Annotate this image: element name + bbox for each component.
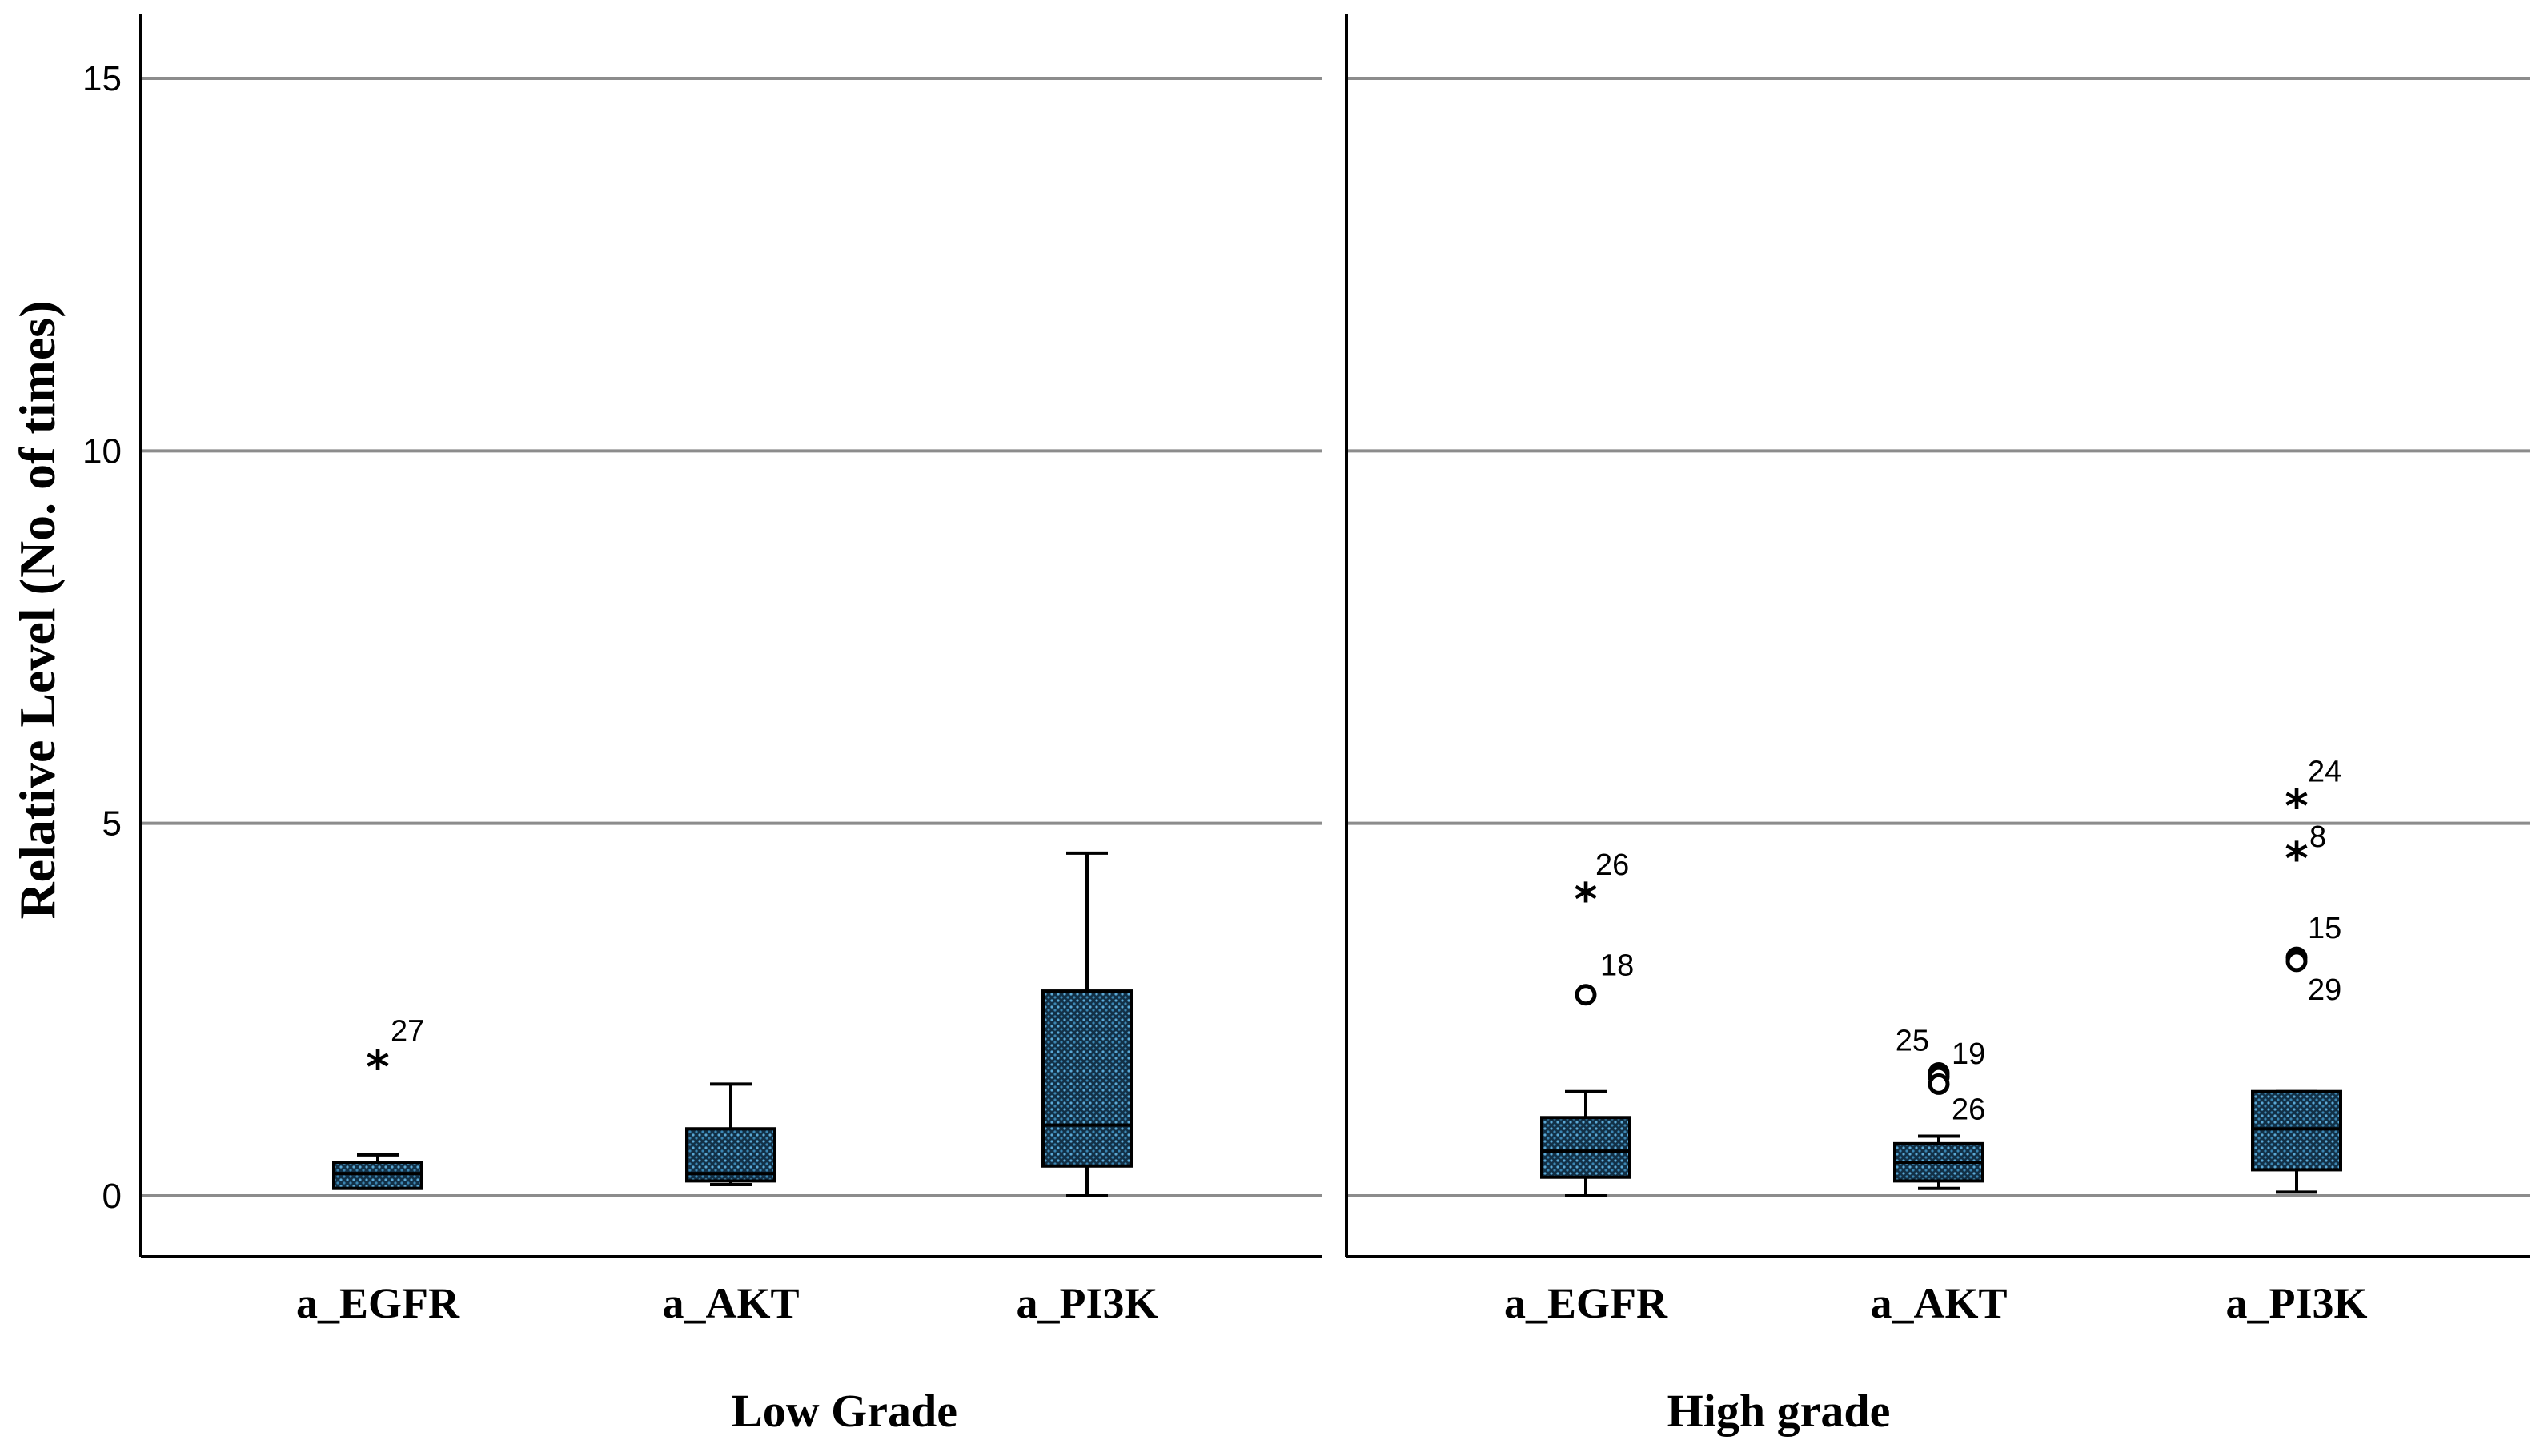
iqr-box [1041, 989, 1133, 1168]
x-category-label: a_AKT [662, 1279, 799, 1327]
box-a_EGFR-panel1: *27 [332, 1014, 424, 1190]
outlier-label: 18 [1600, 949, 1634, 983]
outlier-label: 8 [2309, 820, 2326, 854]
outlier-label: 24 [2308, 756, 2341, 789]
x-category-label: a_PI3K [1016, 1279, 1158, 1327]
y-axis-label: Relative Level (No. of times) [9, 300, 66, 919]
box-a_AKT-panel1 [685, 1082, 776, 1187]
iqr-box [2251, 1089, 2342, 1172]
box-a_EGFR-panel2: *26 18 [1540, 848, 1634, 1197]
y-tick-label: 0 [102, 1177, 122, 1216]
y-tick-label: 10 [82, 431, 122, 471]
panel-title: Low Grade [732, 1385, 957, 1437]
box-a_AKT-panel2: 25 19 26 [1893, 1024, 1985, 1190]
x-category-label: a_EGFR [1504, 1279, 1668, 1327]
outlier-label: 26 [1952, 1093, 1985, 1126]
extreme-outlier-marker: * [2285, 781, 2308, 833]
outlier-label: 19 [1952, 1037, 1985, 1071]
panel-title: High grade [1667, 1385, 1891, 1437]
outlier-marker [2285, 950, 2308, 973]
outlier-label: 15 [2308, 912, 2341, 945]
outlier-label: 25 [1896, 1024, 1929, 1057]
outlier-marker [1575, 984, 1597, 1006]
category-labels: a_EGFR a_AKT a_PI3K a_EGFR a_AKT a_PI3K [296, 1279, 2368, 1327]
outlier-label: 29 [2308, 973, 2341, 1007]
outlier-label: 26 [1595, 848, 1629, 882]
x-category-label: a_PI3K [2225, 1279, 2367, 1327]
x-category-label: a_EGFR [296, 1279, 460, 1327]
extreme-outlier-marker: * [2285, 833, 2308, 885]
y-tick-label: 15 [82, 59, 122, 98]
x-category-label: a_AKT [1870, 1279, 2007, 1327]
axes-frame [139, 14, 2530, 1258]
box-a_PI3K-panel1 [1041, 851, 1133, 1197]
iqr-box [1540, 1116, 1631, 1179]
y-axis-ticks: 0 5 10 15 [82, 59, 122, 1216]
gridlines [141, 77, 2530, 1197]
extreme-outlier-marker: * [1574, 874, 1597, 926]
outlier-marker [1928, 1073, 1950, 1095]
extreme-outlier-marker: * [366, 1041, 389, 1093]
panel-titles: Low Grade High grade [732, 1385, 1890, 1437]
y-tick-label: 5 [102, 804, 122, 844]
outlier-label: 27 [391, 1014, 424, 1048]
iqr-box [332, 1161, 423, 1190]
